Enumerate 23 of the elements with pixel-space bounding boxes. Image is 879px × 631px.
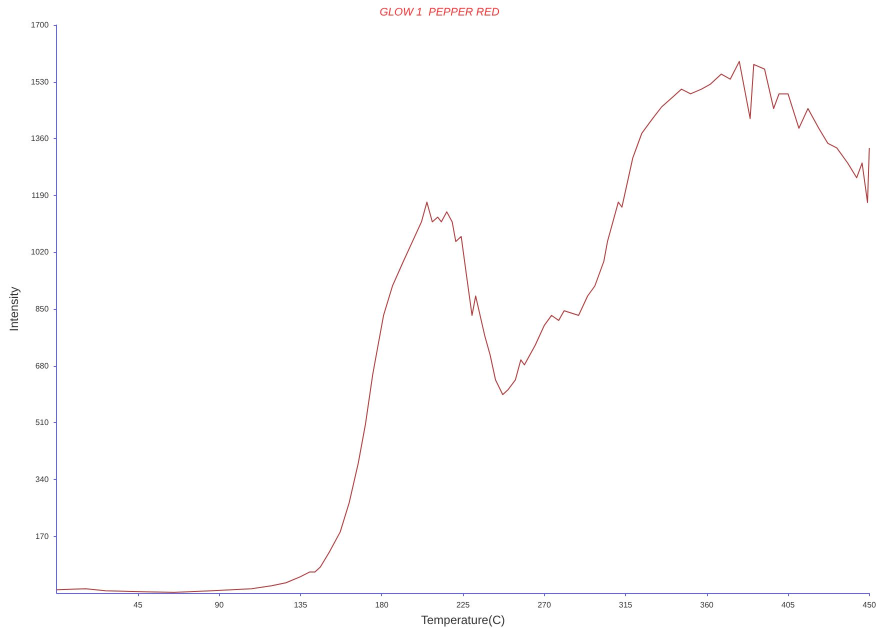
- chart-title: GLOW 1 PEPPER RED: [380, 6, 500, 18]
- y-tick-label: 340: [35, 474, 50, 484]
- y-tick-label: 680: [35, 361, 50, 370]
- x-tick-label: 360: [700, 600, 714, 610]
- y-tick-label: 1700: [30, 20, 50, 30]
- x-tick-label: 135: [294, 600, 308, 610]
- y-tick-label: 850: [35, 304, 50, 314]
- y-axis-title: Intensity: [7, 286, 21, 332]
- y-tick-label: 1360: [30, 134, 50, 144]
- x-tick-label: 270: [538, 600, 552, 610]
- y-tick-label: 170: [35, 532, 50, 541]
- x-tick-label: 45: [134, 600, 143, 610]
- x-tick-label: 225: [456, 600, 470, 610]
- x-axis-title: Temperature(C): [420, 613, 506, 627]
- y-tick-label: 1190: [31, 190, 50, 200]
- x-tick-label: 315: [618, 600, 633, 610]
- x-tick-label: 90: [214, 600, 224, 610]
- x-tick-label: 450: [862, 600, 877, 610]
- x-tick-label: 405: [781, 600, 796, 610]
- y-tick-label: 1020: [30, 248, 50, 257]
- x-tick-label: 180: [375, 600, 389, 610]
- y-tick-label: 1530: [30, 77, 50, 86]
- y-tick-label: 510: [35, 418, 50, 428]
